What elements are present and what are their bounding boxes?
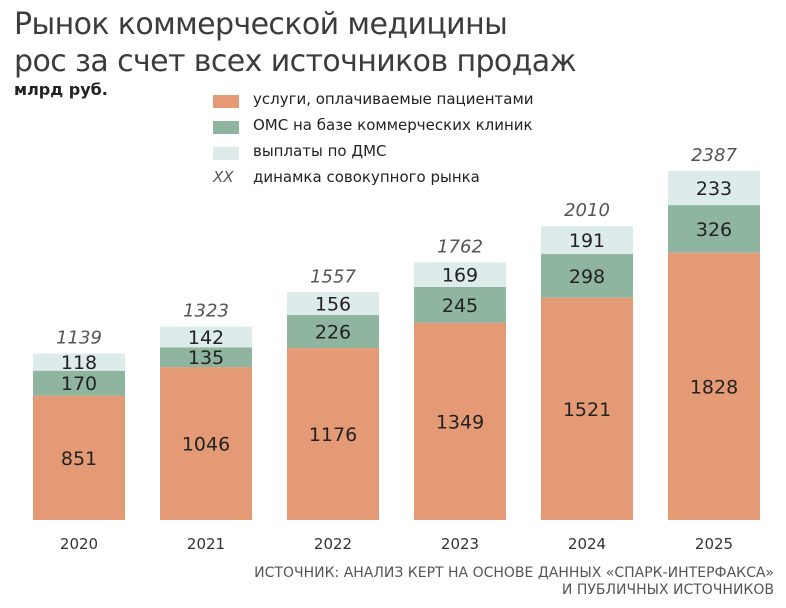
bar-segment-2021-0 xyxy=(160,367,252,520)
value-label-2020-1: 170 xyxy=(61,373,97,395)
legend-swatch-patients xyxy=(213,95,239,108)
x-tick-label-2021: 2021 xyxy=(187,535,225,553)
value-label-2023-0: 1349 xyxy=(436,411,484,433)
total-label-2025: 2387 xyxy=(691,145,737,166)
bar-segment-2022-2 xyxy=(287,292,379,316)
bar-segment-2023-2 xyxy=(414,262,506,287)
value-label-2025-0: 1828 xyxy=(690,376,738,398)
legend-label-patients: услуги, оплачиваемые пациентами xyxy=(253,90,534,108)
bar-segment-2025-1 xyxy=(668,205,760,253)
total-label-2022: 1557 xyxy=(310,266,356,287)
value-label-2020-0: 851 xyxy=(61,448,97,470)
x-tick-label-2024: 2024 xyxy=(568,535,606,553)
value-label-2023-2: 169 xyxy=(442,265,478,287)
x-tick-label-2022: 2022 xyxy=(314,535,352,553)
legend-label-total: динамка совокупного рынка xyxy=(253,168,480,186)
bar-segment-2021-2 xyxy=(160,326,252,348)
value-label-2025-2: 233 xyxy=(696,178,732,200)
bar-segment-2024-1 xyxy=(541,254,633,298)
legend-swatch-dms xyxy=(213,147,239,160)
value-label-2022-0: 1176 xyxy=(309,424,357,446)
value-label-2022-2: 156 xyxy=(315,294,351,316)
value-label-2024-0: 1521 xyxy=(563,399,611,421)
chart-title: Рынок коммерческой медицины рос за счет … xyxy=(14,6,577,80)
legend-swatch-oms xyxy=(213,121,239,134)
value-label-2023-1: 245 xyxy=(442,295,478,317)
total-label-2024: 2010 xyxy=(564,200,610,221)
bar-segment-2021-1 xyxy=(160,347,252,368)
x-tick-label-2020: 2020 xyxy=(60,535,98,553)
bar-segment-2020-1 xyxy=(33,370,125,396)
bar-segment-2024-0 xyxy=(541,297,633,520)
bar-segment-2023-0 xyxy=(414,322,506,520)
source-line-2: и публичных источников xyxy=(561,582,774,598)
bar-segment-2020-0 xyxy=(33,395,125,520)
bar-segment-2025-2 xyxy=(668,171,760,206)
legend-symbol-total: XX xyxy=(213,168,234,186)
bar-segment-2022-0 xyxy=(287,348,379,520)
bar-segment-2020-2 xyxy=(33,353,125,371)
title-line-2: рос за счет всех источников продаж xyxy=(14,44,577,79)
source-line-1: Источник: анализ КЕРТ на основе данных «… xyxy=(254,565,774,581)
unit-label: млрд руб. xyxy=(14,80,108,99)
title-line-1: Рынок коммерческой медицины xyxy=(14,7,508,42)
value-label-2025-1: 326 xyxy=(696,219,732,241)
value-label-2024-1: 298 xyxy=(569,266,605,288)
x-tick-label-2025: 2025 xyxy=(695,535,733,553)
legend-label-oms: ОМС на базе коммерческих клиник xyxy=(253,116,533,134)
total-label-2020: 1139 xyxy=(56,327,102,348)
total-label-2023: 1762 xyxy=(437,236,483,257)
value-label-2021-2: 142 xyxy=(188,327,224,349)
value-label-2021-1: 135 xyxy=(188,347,224,369)
legend-label-dms: выплаты по ДМС xyxy=(253,142,387,160)
source-note: Источник: анализ КЕРТ на основе данных «… xyxy=(254,565,774,599)
bar-segment-2022-1 xyxy=(287,315,379,349)
value-label-2020-2: 118 xyxy=(61,352,97,374)
bar-segment-2025-0 xyxy=(668,252,760,520)
value-label-2021-0: 1046 xyxy=(182,434,230,456)
total-label-2021: 1323 xyxy=(183,301,229,322)
bar-segment-2023-1 xyxy=(414,286,506,323)
x-tick-label-2023: 2023 xyxy=(441,535,479,553)
value-label-2024-2: 191 xyxy=(569,230,605,252)
bar-segment-2024-2 xyxy=(541,226,633,255)
value-label-2022-1: 226 xyxy=(315,322,351,344)
